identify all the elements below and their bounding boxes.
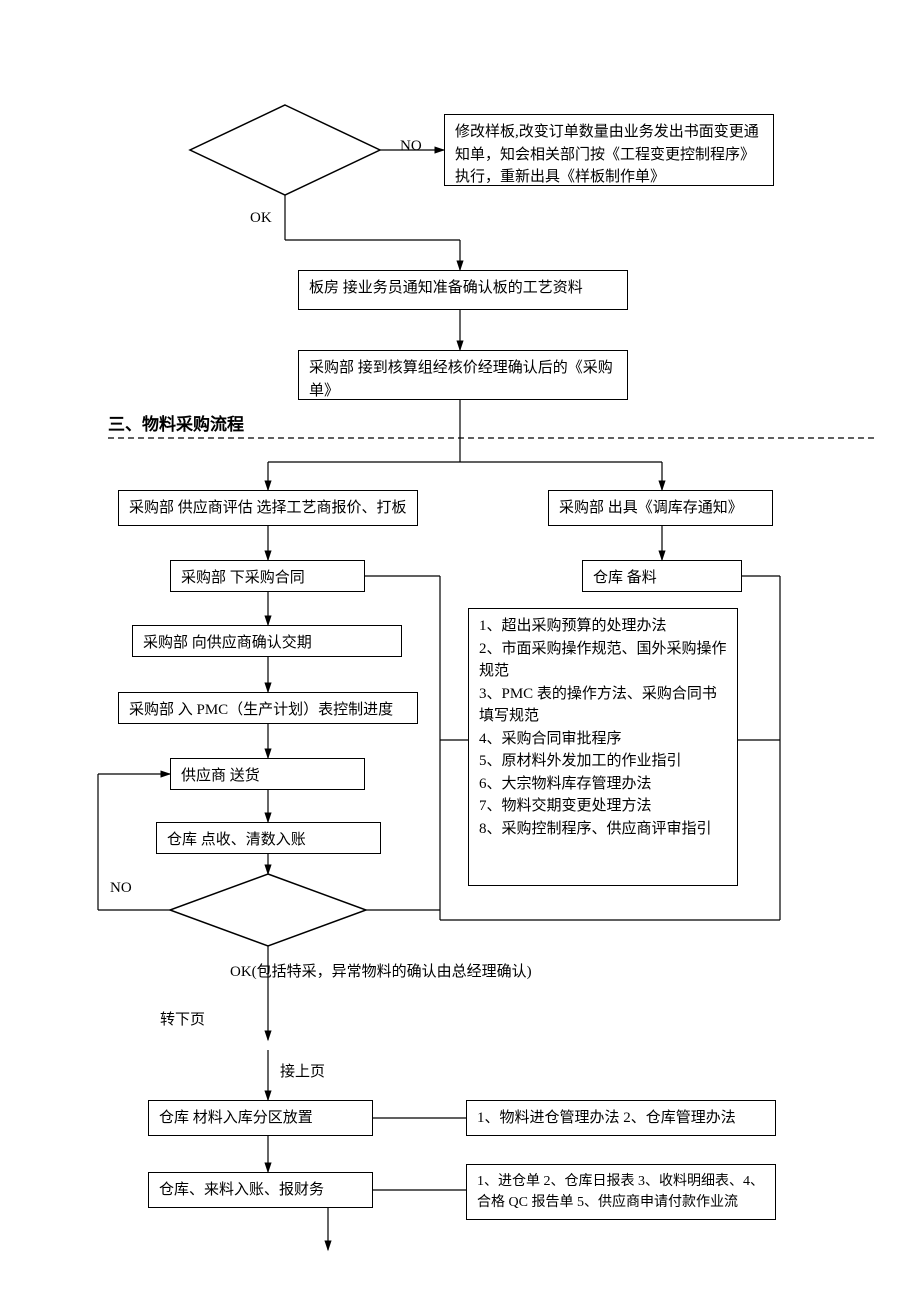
note-line: 4、采购合同审批程序	[479, 728, 727, 751]
diamond1-no-label: NO	[400, 138, 422, 155]
box-account-notes: 1、进仓单 2、仓库日报表 3、收料明细表、4、合格 QC 报告单 5、供应商申…	[466, 1164, 776, 1220]
box-warehouse-prep: 仓库 备料	[582, 560, 742, 592]
qc-ok-label: OK(包括特采，异常物料的确认由总经理确认)	[230, 960, 532, 981]
box-caigou-accept: 采购部 接到核算组经核价经理确认后的《采购单》	[298, 350, 628, 400]
note-line: 3、PMC 表的操作方法、采购合同书填写规范	[479, 683, 727, 728]
note-line: 8、采购控制程序、供应商评审指引	[479, 818, 727, 841]
box-warehouse-in: 仓库 材料入库分区放置	[148, 1100, 373, 1136]
diamond1-ok-label: OK	[250, 210, 272, 227]
box-confirm-date: 采购部 向供应商确认交期	[132, 625, 402, 657]
note-line: 2、市面采购操作规范、国外采购操作规范	[479, 638, 727, 683]
box-contract: 采购部 下采购合同	[170, 560, 365, 592]
box-banfang: 板房 接业务员通知准备确认板的工艺资料	[298, 270, 628, 310]
diamond-qc-text: QC 检验	[240, 900, 295, 921]
diamond-customer-text: 客户 确认	[248, 140, 312, 161]
note-line: 1、超出采购预算的处理办法	[479, 615, 727, 638]
box-notes-list: 1、超出采购预算的处理办法 2、市面采购操作规范、国外采购操作规范 3、PMC …	[468, 608, 738, 886]
label-prev-page: 接上页	[280, 1060, 325, 1081]
box-modify-sample: 修改样板,改变订单数量由业务发出书面变更通知单，知会相关部门按《工程变更控制程序…	[444, 114, 774, 186]
box-count: 仓库 点收、清数入账	[156, 822, 381, 854]
label-next-page: 转下页	[160, 1008, 205, 1029]
note-line: 7、物料交期变更处理方法	[479, 795, 727, 818]
box-warehouse-notes: 1、物料进仓管理办法 2、仓库管理办法	[466, 1100, 776, 1136]
section-title: 三、物料采购流程	[108, 410, 244, 435]
note-line: 5、原材料外发加工的作业指引	[479, 750, 727, 773]
note-line: 6、大宗物料库存管理办法	[479, 773, 727, 796]
box-pmc: 采购部 入 PMC（生产计划）表控制进度	[118, 692, 418, 724]
box-account: 仓库、来料入账、报财务	[148, 1172, 373, 1208]
qc-no-label: NO	[110, 880, 132, 897]
box-supplier-eval: 采购部 供应商评估 选择工艺商报价、打板	[118, 490, 418, 526]
box-stock-notice: 采购部 出具《调库存通知》	[548, 490, 773, 526]
box-deliver: 供应商 送货	[170, 758, 365, 790]
